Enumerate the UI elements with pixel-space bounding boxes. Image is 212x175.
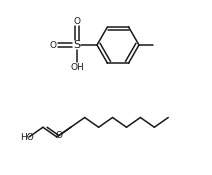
Text: O: O (56, 131, 63, 140)
Text: OH: OH (70, 64, 84, 72)
Text: S: S (73, 40, 81, 50)
Text: HO: HO (20, 132, 34, 142)
Text: O: O (49, 40, 57, 50)
Text: O: O (74, 16, 81, 26)
